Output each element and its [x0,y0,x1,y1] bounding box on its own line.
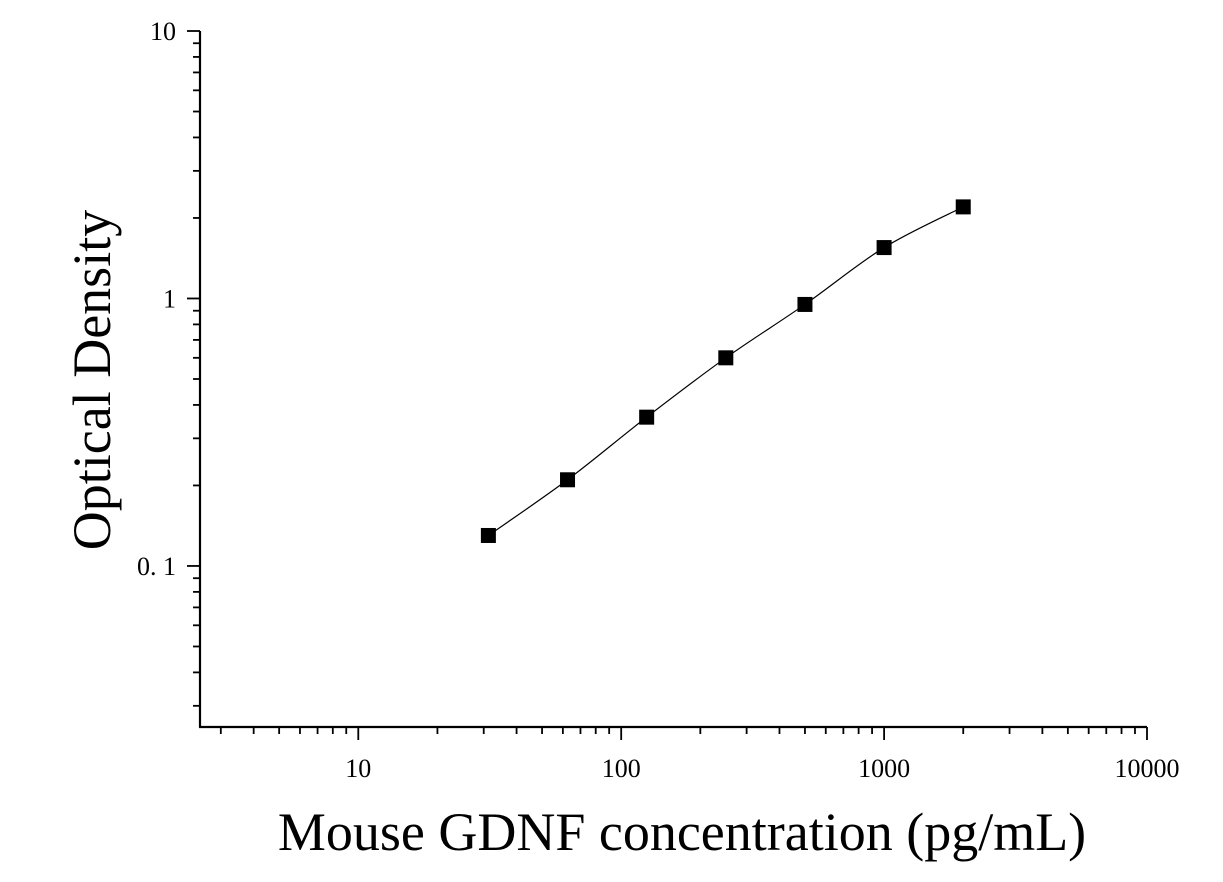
y-tick-label: 0. 1 [137,552,176,581]
y-axis-title: Optical Density [62,210,122,550]
data-point [955,199,971,215]
x-tick-label: 10000 [1115,754,1180,783]
axes [198,31,1147,729]
data-point [718,350,734,366]
tick-labels: 10 100 1000 10000 0. 1 1 10 [137,17,1180,783]
data-point [639,409,655,425]
x-axis-title: Mouse GDNF concentration (pg/mL) [278,802,1086,862]
data-point [480,527,496,543]
y-tick-label: 1 [163,284,176,313]
fit-curve [488,206,964,536]
x-tick-label: 100 [602,754,641,783]
data-point [797,296,813,312]
data-point [560,472,576,488]
x-tick-label: 1000 [858,754,910,783]
data-point [876,240,892,256]
data-points [480,199,971,543]
y-tick-label: 10 [150,17,176,46]
tick-marks [187,30,1148,740]
x-tick-label: 10 [345,754,371,783]
